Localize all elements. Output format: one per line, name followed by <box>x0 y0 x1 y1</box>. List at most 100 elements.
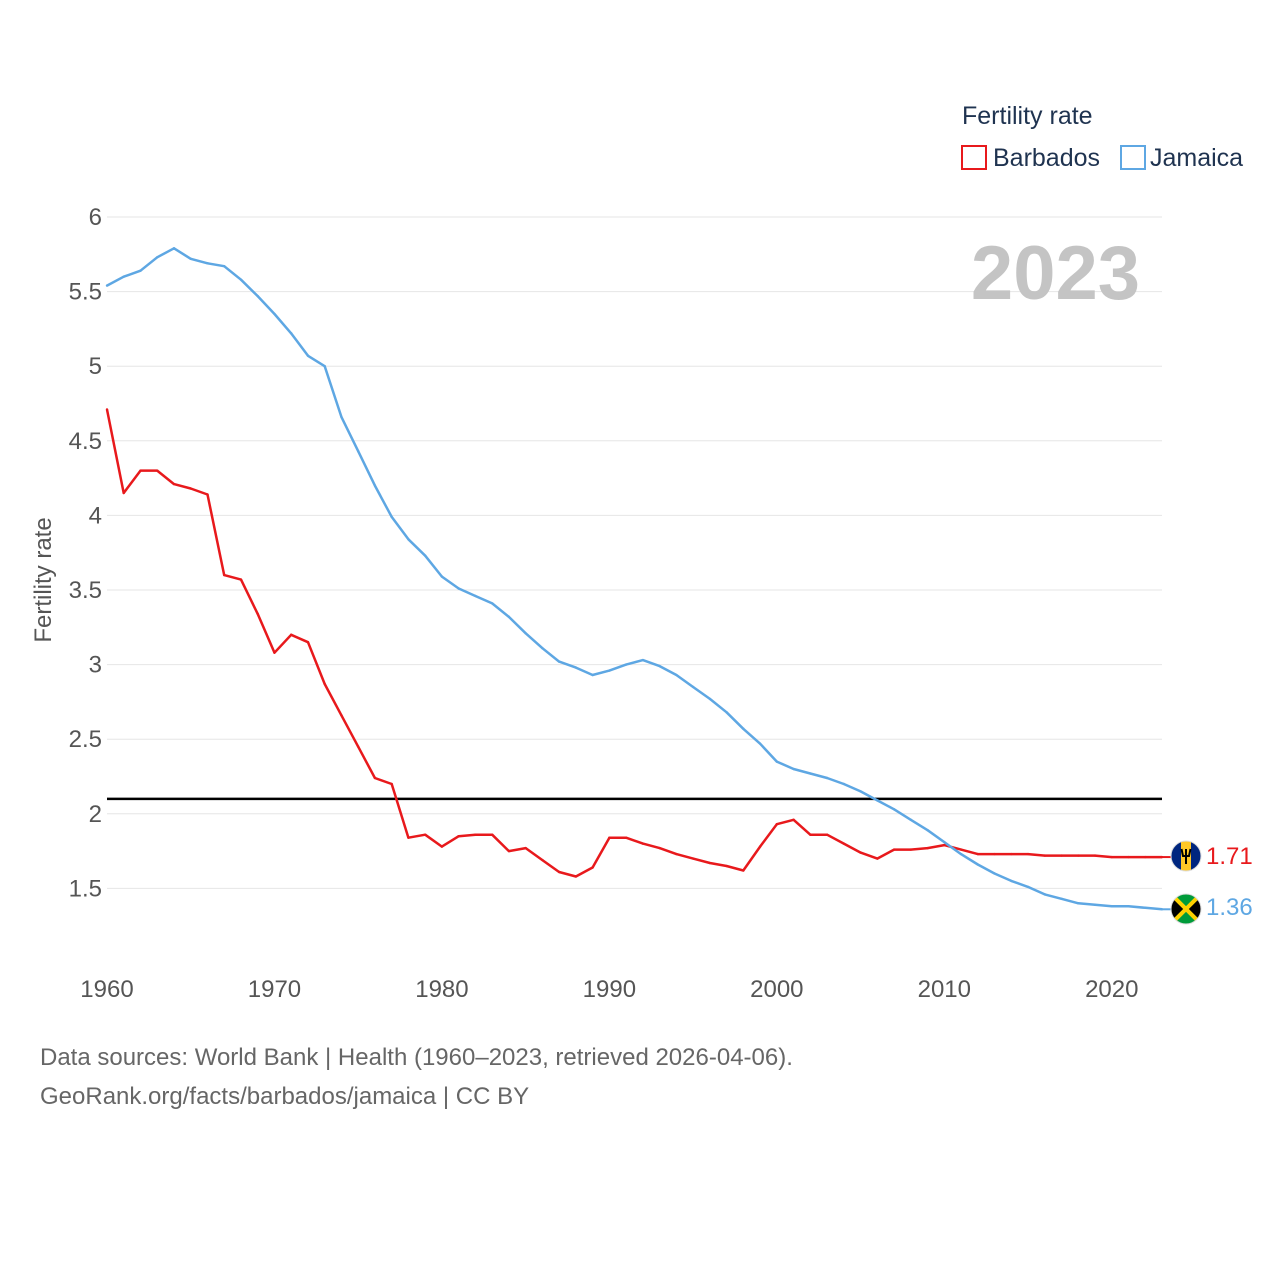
data-point-barbados <box>457 834 460 838</box>
data-point-barbados <box>809 833 812 836</box>
data-point-jamaica <box>490 602 494 605</box>
data-point-jamaica <box>1026 885 1030 889</box>
data-point-jamaica <box>440 575 444 578</box>
data-point-barbados <box>1110 855 1113 859</box>
y-tick-label: 1.5 <box>69 875 102 902</box>
legend-label-barbados[interactable]: Barbados <box>993 144 1100 172</box>
data-point-barbados <box>423 833 427 836</box>
x-tick-label: 1970 <box>248 976 301 1003</box>
legend-swatch-jamaica[interactable] <box>1120 145 1146 170</box>
data-point-barbados <box>541 858 544 862</box>
data-point-jamaica <box>909 818 913 821</box>
barbados-flag-icon <box>1171 841 1201 871</box>
x-tick-label: 1960 <box>80 976 133 1003</box>
data-point-jamaica <box>959 852 963 856</box>
data-point-barbados <box>641 842 645 845</box>
legend-title: Fertility rate <box>962 102 1093 130</box>
data-point-barbados <box>340 714 343 717</box>
data-point-barbados <box>1010 852 1013 856</box>
data-point-jamaica <box>574 666 578 669</box>
data-point-barbados <box>524 846 527 850</box>
data-point-barbados <box>239 578 243 581</box>
data-point-jamaica <box>423 554 427 557</box>
data-point-barbados <box>139 469 142 472</box>
data-point-jamaica <box>323 365 326 368</box>
series-line-barbados <box>105 409 1162 878</box>
data-point-barbados <box>356 745 360 748</box>
data-point-jamaica <box>239 278 243 281</box>
x-tick-label: 2020 <box>1085 976 1138 1003</box>
data-point-barbados <box>574 875 578 878</box>
data-point-jamaica <box>206 262 209 265</box>
data-point-jamaica <box>172 247 176 250</box>
data-point-barbados <box>290 633 293 636</box>
y-axis-label: Fertility rate <box>30 517 57 642</box>
data-point-jamaica <box>809 772 812 775</box>
data-point-jamaica <box>842 782 846 786</box>
data-point-jamaica <box>725 711 728 714</box>
data-point-jamaica <box>591 673 594 677</box>
data-point-jamaica <box>223 265 226 268</box>
data-point-barbados <box>390 782 393 786</box>
data-point-barbados <box>608 836 611 839</box>
data-point-barbados <box>943 843 946 847</box>
data-point-barbados <box>557 870 561 874</box>
data-point-jamaica <box>541 646 544 650</box>
legend-label-jamaica[interactable]: Jamaica <box>1150 144 1243 172</box>
data-point-jamaica <box>792 767 795 771</box>
data-point-barbados <box>1093 854 1097 857</box>
data-point-jamaica <box>306 354 310 357</box>
data-point-barbados <box>507 849 511 853</box>
y-tick-label: 6 <box>89 204 102 231</box>
y-tick-label: 5 <box>89 353 102 380</box>
data-point-jamaica <box>507 615 511 619</box>
data-point-barbados <box>256 612 259 616</box>
data-point-barbados <box>172 482 176 486</box>
x-tick-label: 2010 <box>918 976 971 1003</box>
data-point-jamaica <box>156 256 159 259</box>
y-tick-label: 2.5 <box>69 726 102 753</box>
data-point-jamaica <box>356 450 360 453</box>
data-point-barbados <box>591 866 594 869</box>
data-point-barbados <box>1077 854 1080 857</box>
data-point-barbados <box>859 851 862 854</box>
data-point-jamaica <box>1060 897 1063 901</box>
data-point-barbados <box>122 491 125 495</box>
data-point-jamaica <box>675 673 678 677</box>
y-tick-label: 3.5 <box>69 577 102 604</box>
data-point-barbados <box>206 493 209 496</box>
jamaica-flag-icon <box>1171 894 1201 924</box>
series-points <box>105 247 1171 911</box>
credit-note: GeoRank.org/facts/barbados/jamaica | CC … <box>40 1083 530 1110</box>
x-axis: 1960 1970 1980 1990 2000 2010 2020 <box>80 976 1138 1003</box>
data-point-jamaica <box>641 658 645 662</box>
y-tick-label: 3 <box>89 652 102 679</box>
data-point-jamaica <box>758 742 762 745</box>
data-point-barbados <box>273 651 276 654</box>
data-point-barbados <box>1026 852 1030 856</box>
legend-swatch-barbados[interactable] <box>961 145 987 170</box>
data-point-barbados <box>1043 854 1046 857</box>
data-point-jamaica <box>139 269 142 272</box>
data-point-jamaica <box>608 669 611 672</box>
data-point-jamaica <box>407 538 410 541</box>
data-point-jamaica <box>775 760 779 763</box>
series-line-jamaica <box>106 247 1163 911</box>
data-point-jamaica <box>1077 902 1080 905</box>
data-point-jamaica <box>1110 905 1113 908</box>
data-point-barbados <box>1127 855 1130 859</box>
data-point-barbados <box>909 848 913 851</box>
end-label-jamaica: 1.36 <box>1206 894 1253 921</box>
data-point-jamaica <box>1043 893 1046 896</box>
data-point-barbados <box>842 842 846 845</box>
gridlines <box>107 216 1162 889</box>
data-sources-note: Data sources: World Bank | Health (1960–… <box>40 1044 793 1071</box>
data-point-jamaica <box>825 776 829 780</box>
y-tick-label: 4 <box>89 502 102 529</box>
data-point-barbados <box>926 846 929 850</box>
data-point-jamaica <box>390 515 393 519</box>
data-point-jamaica <box>105 284 109 287</box>
data-point-barbados <box>407 836 410 839</box>
data-point-jamaica <box>273 312 276 316</box>
data-point-jamaica <box>742 727 745 730</box>
